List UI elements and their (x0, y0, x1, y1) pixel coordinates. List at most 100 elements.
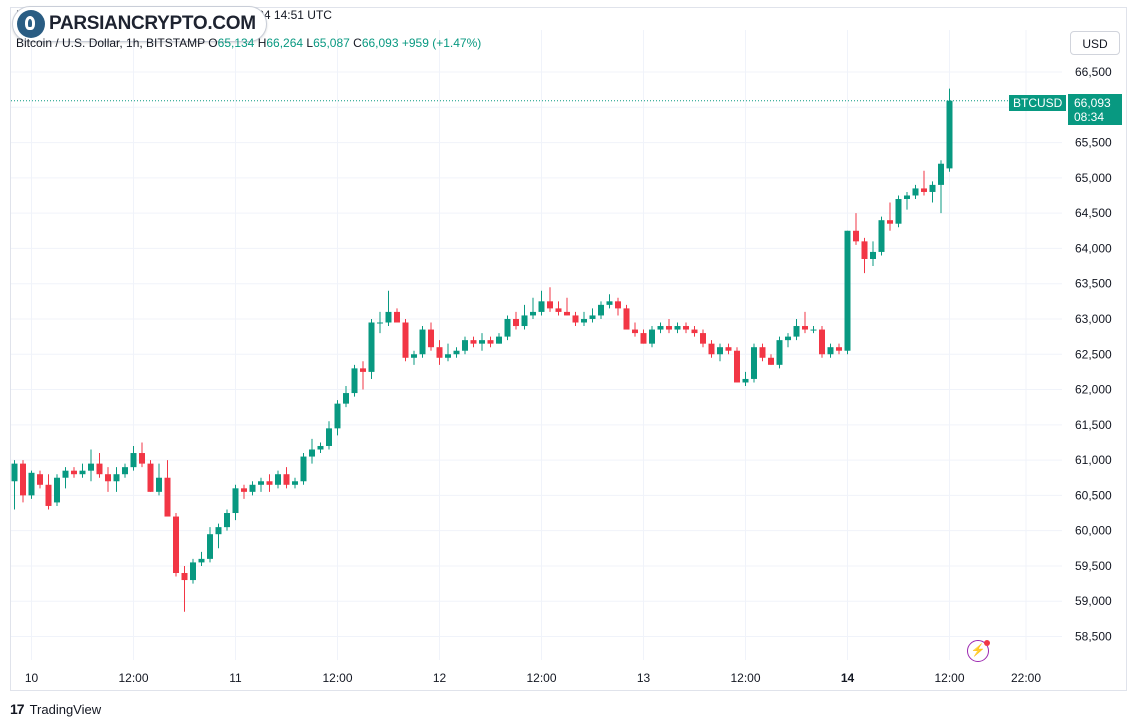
currency-button[interactable]: USD (1070, 31, 1120, 55)
candle-body (870, 251, 876, 259)
candle-body (606, 301, 613, 305)
candle-body (360, 368, 366, 372)
open-value: 65,134 (217, 36, 255, 50)
y-tick-label: 59,500 (1075, 559, 1112, 573)
y-tick-label: 58,500 (1075, 630, 1112, 644)
candle-body (912, 188, 919, 196)
candle-body (742, 378, 749, 383)
candle-body (759, 347, 766, 358)
candle-body (802, 326, 808, 330)
candle-body (827, 347, 834, 355)
candle-body (326, 428, 332, 446)
candle-body (878, 220, 885, 252)
candle-body (615, 301, 621, 309)
symbol-price-tag: BTCUSD (1009, 95, 1067, 111)
candle-body (589, 315, 596, 319)
candle-body (385, 311, 392, 323)
y-tick-label: 59,000 (1075, 594, 1112, 608)
candle-body (751, 347, 757, 379)
candle-body (394, 311, 400, 323)
candle-body (513, 318, 519, 327)
candle-body (224, 513, 230, 528)
y-tick-label: 60,500 (1075, 488, 1112, 502)
candle-body (844, 230, 851, 351)
candle-body (861, 241, 868, 259)
candle-body (598, 304, 604, 316)
candle-body (938, 163, 944, 185)
high-value: 66,264 (266, 36, 304, 50)
candle-body (946, 100, 953, 169)
candle-body (300, 456, 307, 482)
close-value: 66,093 (361, 36, 399, 50)
x-tick-label: 22:00 (1011, 671, 1041, 685)
y-tick-label: 65,000 (1075, 171, 1112, 185)
x-tick-label: 12:00 (934, 671, 964, 685)
candle-body (377, 322, 383, 324)
candle-body (249, 484, 256, 492)
candle-body (122, 467, 128, 475)
candle-body (156, 477, 162, 492)
candle-body (453, 350, 460, 355)
y-tick-label: 61,500 (1075, 418, 1112, 432)
bar-countdown: 08:34 (1074, 110, 1105, 124)
candle-body (181, 572, 188, 581)
candle-body (113, 474, 120, 482)
last-price-value: 66,093 (1074, 96, 1111, 110)
candle-body (572, 315, 579, 323)
candle-body (521, 315, 528, 327)
ohlc-legend[interactable]: Bitcoin / U.S. Dollar, 1h, BITSTAMP O65,… (16, 36, 481, 50)
footer-brand[interactable]: 17 TradingView (10, 701, 101, 717)
candle-body (11, 463, 18, 482)
x-tick-label: 12:00 (730, 671, 760, 685)
candle-body (708, 343, 715, 355)
candle-body (785, 336, 791, 341)
candle-body (62, 470, 69, 478)
candle-body (445, 354, 451, 358)
candle-body (79, 470, 86, 475)
candle-body (929, 184, 936, 192)
candle-body (487, 340, 494, 344)
x-tick-label: 10 (25, 671, 39, 685)
symbol-description: Bitcoin / U.S. Dollar, 1h, BITSTAMP (16, 36, 205, 50)
candle-body (54, 477, 60, 503)
candle-body (402, 322, 409, 358)
candle-body (351, 368, 358, 394)
candle-body (649, 329, 655, 344)
candle-body (496, 336, 502, 344)
candle-body (887, 220, 893, 224)
candle-body (139, 453, 145, 464)
candle-body (88, 463, 94, 471)
candle-body (538, 301, 545, 312)
candle-body (215, 527, 222, 535)
candle-body (530, 311, 536, 316)
y-tick-label: 62,000 (1075, 383, 1112, 397)
candle-body (470, 340, 477, 344)
candle-body (547, 301, 553, 309)
candle-body (334, 403, 341, 429)
candle-body (45, 484, 52, 506)
candle-body (700, 333, 706, 344)
y-tick-label: 63,000 (1075, 312, 1112, 326)
y-tick-label: 63,500 (1075, 277, 1112, 291)
candle-body (164, 477, 171, 517)
notification-dot-icon (984, 640, 990, 646)
candle-body (479, 340, 485, 344)
candle-body (309, 449, 315, 457)
candle-body (207, 534, 213, 559)
candle-body (853, 230, 859, 242)
watermark-emblem-icon (17, 10, 45, 38)
candle-body (241, 488, 247, 492)
change-value: +959 (+1.47%) (401, 36, 482, 50)
candle-body (810, 329, 817, 331)
candle-body (258, 481, 264, 485)
candle-body (343, 393, 349, 404)
candle-body (147, 463, 154, 492)
candle-body (20, 463, 26, 496)
x-tick-label: 12:00 (118, 671, 148, 685)
candle-body (895, 199, 902, 224)
candle-body (776, 340, 783, 365)
lightning-icon[interactable]: ⚡ (967, 640, 989, 662)
last-price-tag: 66,093 08:34 (1068, 94, 1122, 125)
y-tick-label: 61,000 (1075, 453, 1112, 467)
